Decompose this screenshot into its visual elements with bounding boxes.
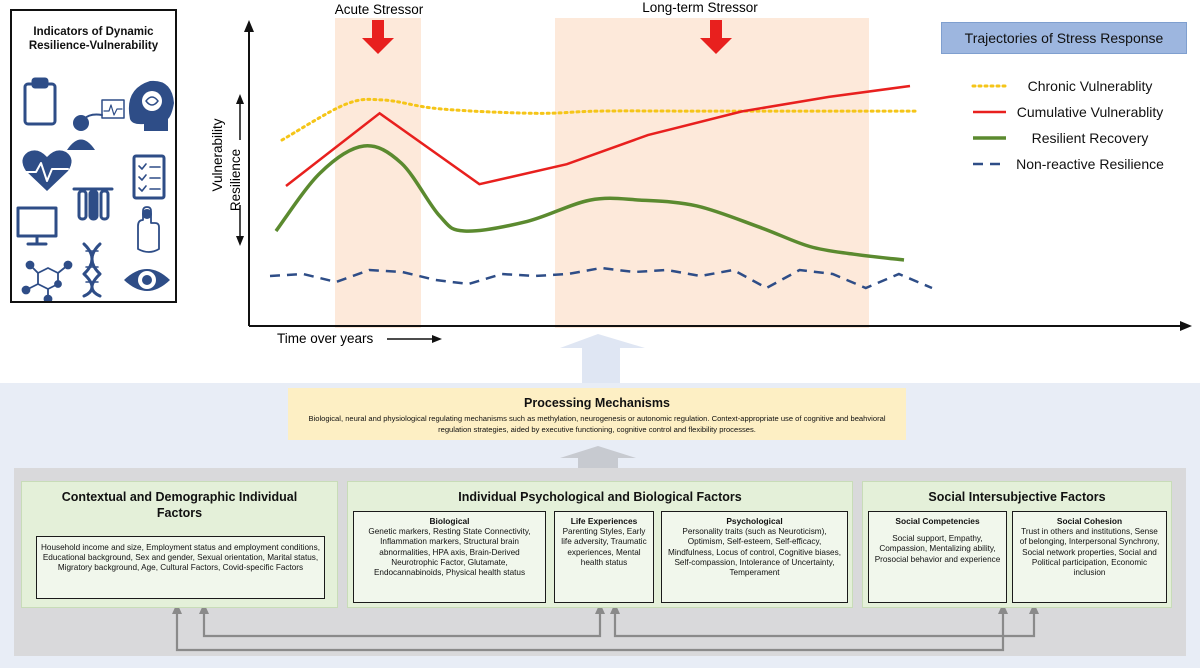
social-title: Social Intersubjective Factors <box>928 490 1106 504</box>
molecule-icon <box>21 260 73 301</box>
checklist-icon <box>132 154 166 200</box>
upward-arrow-large <box>560 334 645 383</box>
y-axis-arrowhead <box>244 20 254 32</box>
medical-monitor-icon <box>67 99 125 150</box>
series-line-chronic-vulnerability <box>280 97 917 142</box>
social-factors-box: Social Intersubjective Factors Social Co… <box>862 481 1172 608</box>
contextual-body-box: Household income and size, Employment st… <box>36 536 325 599</box>
social-cohesion-body: Trust in others and institutions, Sense … <box>1019 527 1160 578</box>
longterm-stressor-shade <box>555 18 869 328</box>
contextual-title: Contextual and Demographic Individual Fa… <box>61 490 298 520</box>
y-label-arrowhead-up <box>236 94 244 104</box>
connector-arrowheads <box>172 603 1039 614</box>
series-line-nonreactive-resilience <box>269 266 933 290</box>
processing-mechanisms-box: Processing Mechanisms Biological, neural… <box>288 388 906 440</box>
life-experiences-title: Life Experiences <box>570 516 638 526</box>
biological-title: Biological <box>429 516 470 526</box>
legend-label-resilient: Resilient Recovery <box>1032 130 1149 146</box>
psychological-box: Psychological Personality traits (such a… <box>661 511 848 603</box>
social-competencies-title: Social Competencies <box>895 516 980 526</box>
legend-label-chronic: Chronic Vulnerablity <box>1028 78 1153 94</box>
social-cohesion-box: Social Cohesion Trust in others and inst… <box>1012 511 1167 603</box>
indicators-title: Indicators of Dynamic Resilience-Vulnera… <box>28 26 159 52</box>
biological-box: Biological Genetic markers, Resting Stat… <box>353 511 546 603</box>
brain-head-icon <box>128 80 174 131</box>
social-competencies-box: Social Competencies Social support, Empa… <box>868 511 1007 603</box>
individual-title: Individual Psychological and Biological … <box>458 490 742 504</box>
biological-body: Genetic markers, Resting State Connectiv… <box>368 527 531 578</box>
legend: Chronic Vulnerablity Cumulative Vulnerab… <box>971 78 1164 172</box>
x-label-arrowhead <box>432 335 442 343</box>
series-line-resilient-recovery <box>274 144 905 262</box>
connector-arrows <box>175 612 1036 652</box>
psychological-title: Psychological <box>726 516 783 526</box>
legend-label-nonreactive: Non-reactive Resilience <box>1016 156 1164 172</box>
series-line-cumulative-vulnerability <box>285 84 911 187</box>
acute-stressor-label: Acute Stressor <box>335 2 424 17</box>
eye-icon <box>124 269 170 291</box>
psychological-body: Personality traits (such as Neuroticism)… <box>668 527 841 578</box>
processing-title: Processing Mechanisms <box>524 396 670 410</box>
life-experiences-body: Parenting Styles, Early life adversity, … <box>561 527 647 567</box>
heart-rate-icon <box>22 150 72 191</box>
acute-stressor-shade <box>335 18 421 328</box>
y-label-arrowhead-down <box>236 236 244 246</box>
hand-sensor-icon <box>137 206 160 253</box>
longterm-stressor-label: Long-term Stressor <box>642 0 758 15</box>
monitor-icon <box>16 206 58 246</box>
legend-title: Trajectories of Stress Response <box>941 22 1187 54</box>
dna-icon <box>82 242 102 298</box>
individual-factors-box: Individual Psychological and Biological … <box>347 481 853 608</box>
y-label-resilience: Resilience <box>228 149 243 211</box>
social-cohesion-title: Social Cohesion <box>1056 516 1123 526</box>
test-tubes-icon <box>72 187 114 221</box>
indicators-panel: Indicators of Dynamic Resilience-Vulnera… <box>10 9 177 303</box>
x-axis-label: Time over years <box>277 331 374 346</box>
processing-body: Biological, neural and physiological reg… <box>308 414 886 434</box>
upward-arrow-small <box>560 446 636 468</box>
acute-stressor-arrow-icon <box>362 20 394 54</box>
x-axis-arrowhead <box>1180 321 1192 331</box>
contextual-factors-box: Contextual and Demographic Individual Fa… <box>21 481 338 608</box>
y-label-vulnerability: Vulnerability <box>210 118 225 191</box>
longterm-stressor-arrow-icon <box>700 20 732 54</box>
clipboard-icon <box>23 77 57 126</box>
social-competencies-body: Social support, Empathy, Compassion, Men… <box>874 534 1001 564</box>
contextual-body: Household income and size, Employment st… <box>41 543 320 573</box>
life-experiences-box: Life Experiences Parenting Styles, Early… <box>554 511 654 603</box>
legend-label-cumulative: Cumulative Vulnerablity <box>1017 104 1164 120</box>
